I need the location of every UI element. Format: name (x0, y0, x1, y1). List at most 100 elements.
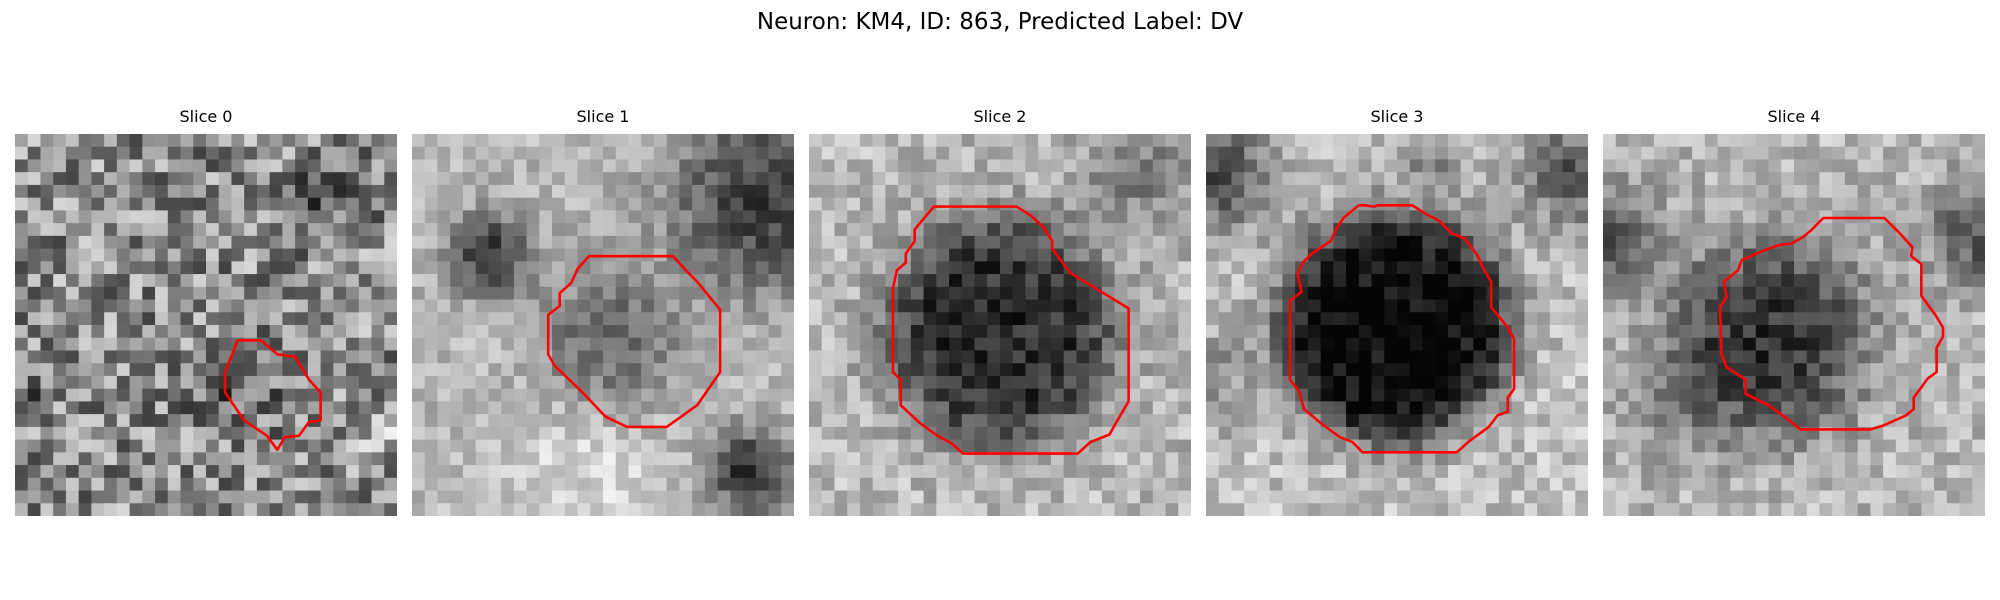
image-pixel (1282, 197, 1296, 211)
image-pixel (1409, 401, 1424, 415)
image-pixel (1857, 134, 1871, 148)
image-pixel (577, 146, 591, 161)
image-pixel (129, 363, 143, 377)
image-pixel (1794, 363, 1808, 377)
image-pixel (1653, 401, 1668, 415)
image-pixel (847, 197, 861, 211)
image-pixel (475, 426, 489, 441)
image-pixel (1218, 197, 1233, 211)
image-pixel (1346, 490, 1360, 504)
image-pixel (564, 503, 579, 516)
image-pixel (320, 312, 334, 326)
image-pixel (859, 274, 874, 288)
image-pixel (1730, 465, 1744, 479)
image-pixel (437, 350, 451, 364)
image-pixel (961, 210, 976, 224)
image-pixel (1152, 274, 1167, 288)
image-pixel (1946, 426, 1961, 441)
image-pixel (1076, 388, 1090, 402)
image-pixel (1025, 159, 1039, 173)
image-pixel (155, 401, 169, 415)
image-pixel (193, 426, 207, 441)
image-pixel (1256, 363, 1271, 377)
image-pixel (1269, 350, 1283, 364)
image-pixel (577, 286, 591, 301)
image-pixel (1934, 490, 1948, 504)
image-pixel (256, 261, 271, 275)
image-pixel (142, 197, 156, 211)
image-pixel (244, 388, 258, 402)
image-pixel (1140, 159, 1154, 173)
image-pixel (898, 197, 912, 211)
image-pixel (590, 350, 604, 364)
image-pixel (1089, 375, 1103, 390)
image-pixel (552, 388, 566, 402)
image-pixel (1628, 375, 1642, 390)
image-pixel (666, 465, 680, 479)
image-pixel (641, 363, 655, 377)
image-pixel (628, 235, 642, 250)
image-pixel (1575, 159, 1588, 173)
image-pixel (412, 477, 426, 492)
image-pixel (872, 375, 886, 390)
image-pixel (1101, 350, 1116, 364)
image-pixel (1934, 146, 1948, 161)
image-pixel (923, 286, 937, 301)
image-pixel (1921, 274, 1935, 288)
image-pixel (936, 274, 950, 288)
image-pixel (1384, 146, 1398, 161)
image-pixel (704, 477, 719, 492)
image-pixel (717, 490, 731, 504)
image-pixel (269, 299, 283, 313)
image-pixel (1972, 210, 1985, 224)
image-pixel (1050, 159, 1065, 173)
image-pixel (1832, 490, 1846, 504)
image-pixel (40, 261, 54, 275)
image-pixel (1025, 350, 1039, 364)
image-pixel (1012, 286, 1027, 301)
image-pixel (1908, 490, 1922, 504)
image-pixel (1666, 452, 1680, 466)
image-pixel (78, 235, 92, 250)
image-pixel (564, 414, 579, 428)
image-pixel (1895, 134, 1910, 148)
image-pixel (1295, 465, 1309, 479)
image-pixel (1333, 350, 1347, 364)
image-pixel (1704, 159, 1719, 173)
image-pixel (371, 350, 385, 364)
image-pixel (346, 337, 360, 352)
image-pixel (1038, 401, 1052, 415)
image-pixel (564, 401, 579, 415)
image-pixel (142, 159, 156, 173)
image-pixel (923, 299, 937, 313)
image-pixel (358, 184, 373, 199)
image-pixel (809, 210, 823, 224)
image-pixel (949, 134, 963, 148)
image-pixel (65, 426, 80, 441)
image-pixel (193, 477, 207, 492)
image-pixel (1743, 439, 1757, 453)
image-pixel (821, 134, 836, 148)
image-pixel (603, 197, 617, 211)
image-pixel (1755, 146, 1770, 161)
image-pixel (936, 388, 950, 402)
image-pixel (768, 172, 782, 186)
image-pixel (358, 465, 373, 479)
image-pixel (384, 134, 397, 148)
image-pixel (1692, 286, 1706, 301)
image-pixel (333, 375, 347, 390)
image-pixel (704, 146, 719, 161)
image-pixel (450, 184, 464, 199)
image-pixel (679, 146, 693, 161)
image-pixel (282, 197, 296, 211)
image-pixel (834, 235, 848, 250)
image-pixel (1562, 490, 1576, 504)
image-pixel (768, 452, 782, 466)
image-pixel (1537, 248, 1551, 262)
image-pixel (1653, 477, 1668, 492)
image-pixel (1921, 210, 1935, 224)
roi-contour (1288, 204, 1516, 454)
image-pixel (488, 401, 502, 415)
image-pixel (1972, 134, 1985, 148)
image-pixel (1178, 286, 1191, 301)
